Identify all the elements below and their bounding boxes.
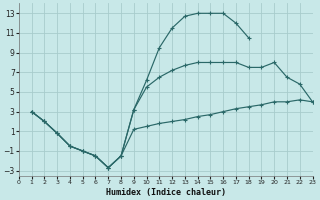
X-axis label: Humidex (Indice chaleur): Humidex (Indice chaleur): [106, 188, 226, 197]
